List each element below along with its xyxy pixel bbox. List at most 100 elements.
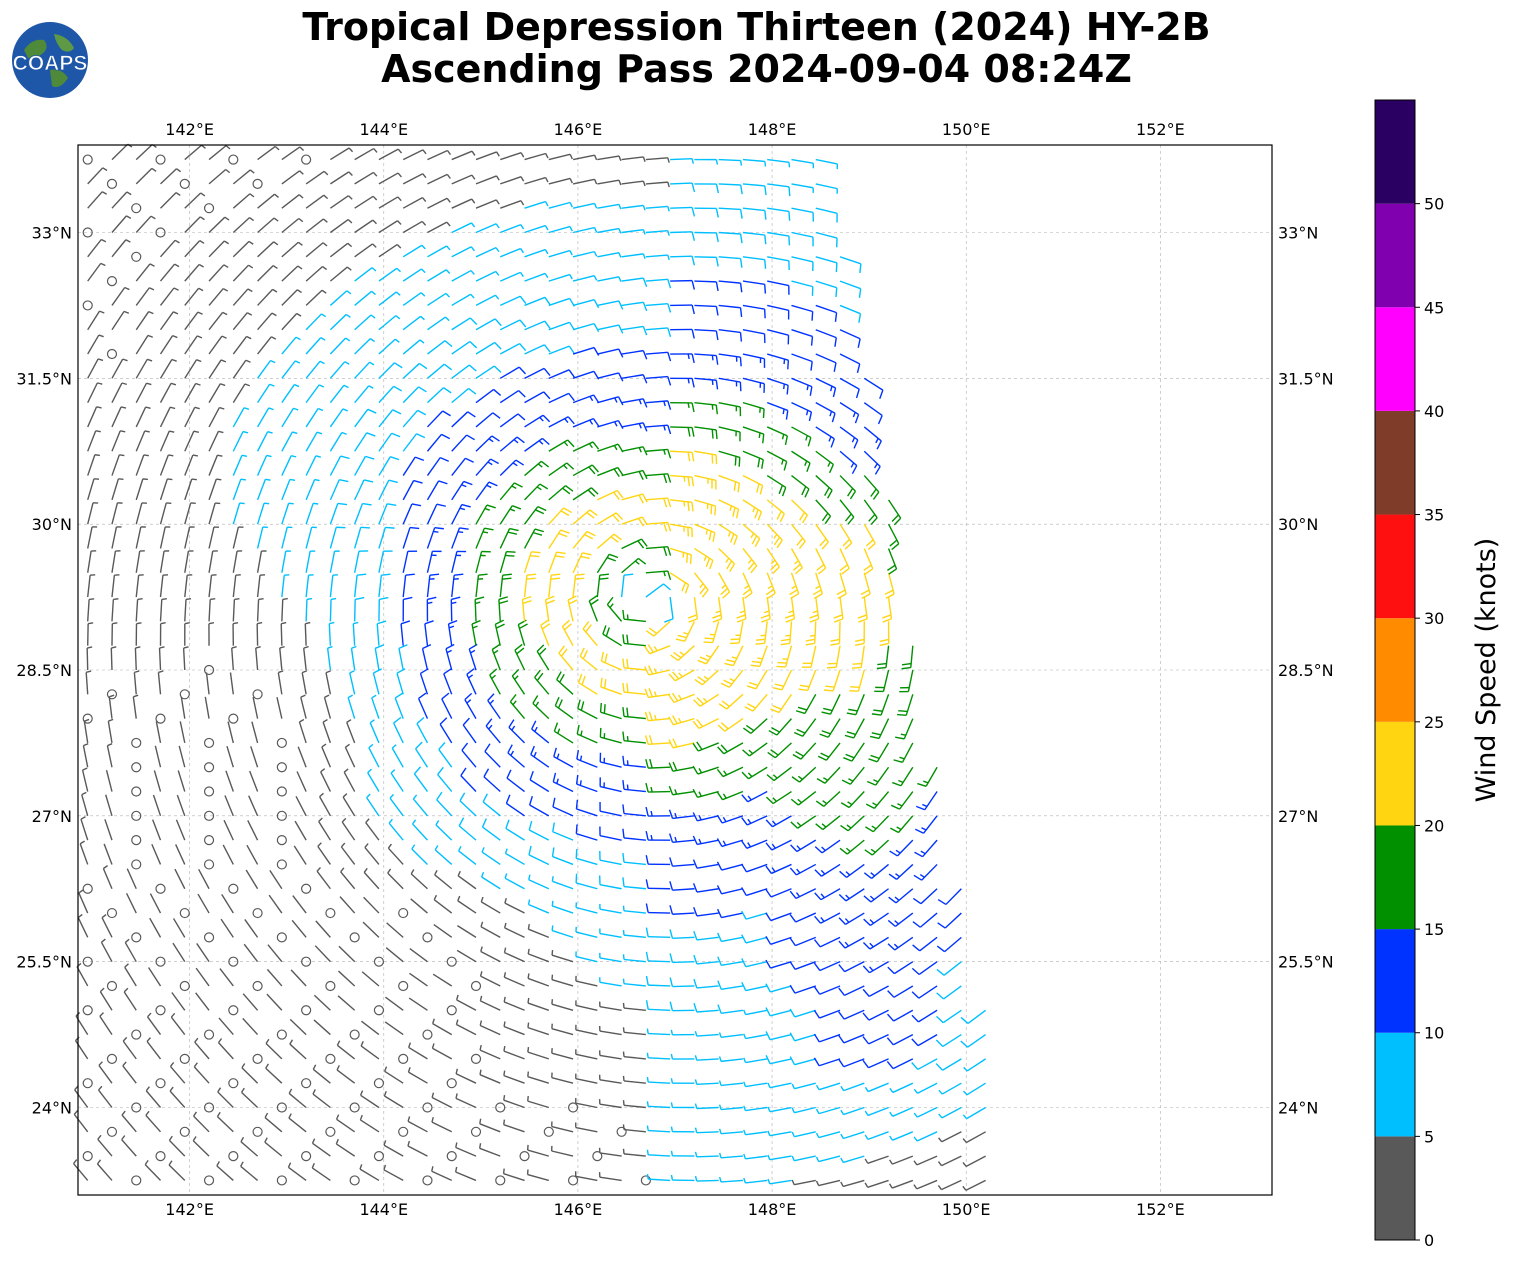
wind-barb: [159, 478, 168, 501]
barb-feather: [614, 397, 618, 403]
barb-feather: [343, 384, 349, 389]
barb-feather: [668, 785, 674, 796]
barb-feather: [670, 1174, 674, 1181]
wind-barb: [367, 772, 380, 792]
barb-feather: [379, 596, 389, 601]
wind-barb: [227, 721, 234, 744]
barb-feather: [845, 894, 850, 900]
wind-barb: [815, 353, 837, 364]
barb-feather: [879, 638, 889, 643]
calm-marker: [179, 178, 190, 189]
barb-feather: [869, 966, 874, 972]
barb-feather: [643, 645, 651, 655]
barb-feather: [582, 552, 592, 556]
barb-feather: [493, 365, 502, 373]
wind-barb: [419, 673, 429, 695]
barb-feather: [118, 478, 124, 481]
calm-marker: [228, 713, 239, 724]
wind-barb: [621, 349, 644, 355]
wind-barb: [321, 746, 332, 768]
barb-feather: [645, 630, 655, 637]
wind-barb: [645, 157, 668, 161]
barb-feather: [698, 791, 702, 797]
wind-barb: [451, 457, 466, 476]
wind-barb: [360, 1045, 380, 1060]
barb-feather: [888, 896, 897, 904]
barb-feather: [507, 744, 513, 754]
barb-feather: [789, 1056, 796, 1066]
barb-feather: [434, 526, 444, 530]
barb-feather: [741, 817, 748, 826]
wind-barb: [169, 1066, 186, 1084]
wind-barb: [232, 336, 248, 355]
barb-feather: [813, 962, 821, 971]
wind-barb: [329, 195, 349, 209]
wind-barb: [548, 201, 571, 209]
barb-feather: [691, 477, 695, 487]
wind-barb: [354, 314, 372, 331]
wind-barb: [78, 892, 89, 914]
barb-feather: [864, 568, 874, 575]
barb-feather: [683, 476, 686, 482]
barb-feather: [355, 596, 365, 601]
barb-feather: [743, 1129, 747, 1135]
barb-feather: [798, 540, 806, 549]
wind-barb: [111, 382, 123, 403]
wind-barb: [791, 353, 813, 363]
wind-barb: [208, 240, 225, 258]
barb-feather: [136, 622, 142, 625]
barb-feather: [791, 1155, 795, 1161]
barb-feather: [243, 407, 250, 410]
wind-barb: [133, 672, 137, 695]
wind-barb: [79, 843, 89, 865]
wind-barb: [232, 240, 250, 258]
wind-barb: [248, 795, 259, 817]
barb-feather: [895, 736, 905, 740]
wind-barb: [623, 861, 646, 866]
barb-feather: [466, 699, 472, 704]
wind-barb: [475, 294, 496, 307]
barb-feather: [503, 1095, 506, 1101]
wind-barb: [159, 287, 175, 306]
wind-barb: [439, 723, 453, 744]
x-tick-label: 146°E: [554, 120, 603, 139]
barb-feather: [422, 173, 427, 179]
barb-feather: [696, 718, 704, 728]
wind-barb: [575, 1175, 598, 1182]
barb-feather: [533, 751, 537, 758]
wind-barb: [87, 454, 96, 476]
barb-feather: [582, 650, 588, 660]
barb-feather: [694, 1127, 698, 1133]
barb-feather: [851, 465, 858, 475]
barb-feather: [911, 1038, 919, 1047]
barb-feather: [937, 922, 946, 929]
barb-feather: [193, 1111, 198, 1117]
barb-feather: [468, 387, 477, 395]
barb-feather: [542, 414, 551, 423]
wind-barb: [315, 920, 331, 938]
barb-feather: [371, 290, 376, 296]
wind-barb: [402, 386, 420, 404]
barb-feather: [663, 449, 666, 455]
calm-marker: [252, 1126, 263, 1137]
barb-feather: [192, 1136, 197, 1142]
barb-feather: [170, 382, 177, 386]
barb-feather: [669, 905, 674, 915]
wind-barb: [863, 402, 883, 417]
barb-feather: [121, 382, 128, 386]
barb-feather: [888, 568, 897, 575]
wind-barb: [111, 191, 128, 209]
barb-feather: [108, 718, 114, 722]
barb-feather: [481, 847, 485, 853]
wind-barb: [83, 721, 89, 744]
barb-feather: [667, 473, 672, 483]
wind-barb: [504, 877, 525, 890]
wind-barb: [718, 158, 741, 162]
barb-feather: [580, 730, 583, 736]
wind-barb: [843, 1009, 865, 1020]
wind-barb: [87, 575, 91, 598]
calm-marker: [252, 689, 263, 700]
barb-feather: [488, 481, 498, 487]
wind-barb: [438, 749, 453, 768]
barb-feather: [599, 577, 609, 580]
